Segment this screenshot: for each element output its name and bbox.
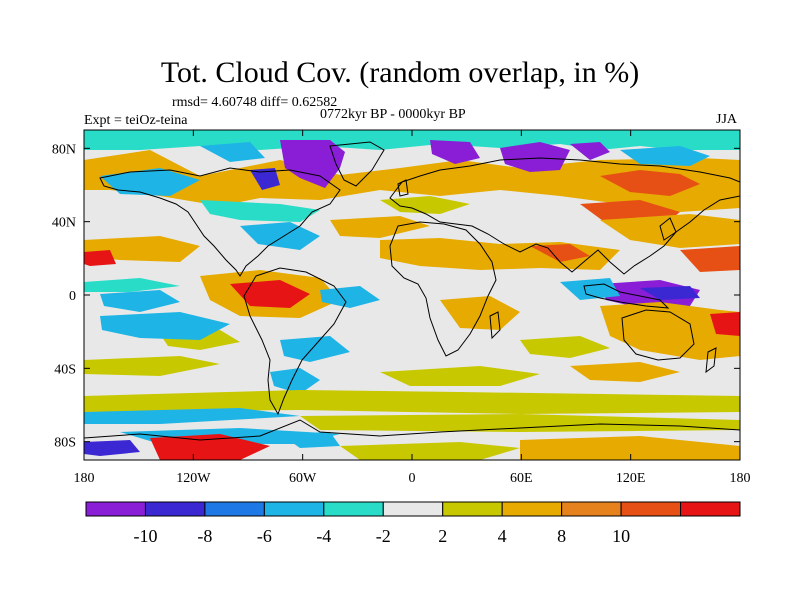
- colorbar-swatch: [323, 501, 384, 517]
- colorbar-label: -10: [133, 526, 157, 546]
- coastline-africa: [389, 221, 497, 357]
- colorbar-label: -4: [316, 526, 331, 546]
- anomaly-patch: [280, 432, 340, 448]
- anomaly-patch: [620, 146, 710, 166]
- colorbar-label: 2: [438, 526, 447, 546]
- anomaly-patch: [300, 414, 740, 432]
- colorbar-swatch: [144, 501, 206, 517]
- x-tick-label: 120W: [176, 471, 211, 486]
- coastline-japan: [659, 217, 677, 241]
- anomaly-patch: [600, 214, 740, 248]
- y-tick-label: 40S: [54, 362, 76, 377]
- colorbar-swatch: [382, 501, 444, 517]
- anomaly-patch: [280, 336, 350, 362]
- anomaly-patch: [84, 150, 740, 212]
- anomaly-patch: [570, 362, 680, 382]
- anomaly-patch: [560, 278, 620, 300]
- anomaly-patch: [680, 246, 740, 272]
- colorbar-label: 4: [498, 526, 507, 546]
- anomaly-patch: [240, 222, 320, 250]
- colorbar-swatch: [204, 501, 265, 517]
- season-label: JJA: [716, 112, 738, 127]
- colorbar-label: 10: [612, 526, 630, 546]
- x-tick-label: 180: [730, 471, 751, 486]
- period-text: 0772kyr BP - 0000kyr BP: [320, 107, 466, 122]
- colorbar-swatch: [85, 501, 146, 517]
- coastlines: [84, 141, 740, 441]
- anomaly-patch: [330, 216, 430, 238]
- coastline-eurasia: [389, 157, 740, 275]
- y-tick-label: 0: [69, 289, 76, 304]
- coastline-indonesia: [583, 283, 670, 309]
- colorbar-label: -6: [257, 526, 272, 546]
- anomaly-patch: [100, 312, 230, 340]
- stats-text: rmsd= 4.60748 diff= 0.62582: [172, 95, 338, 110]
- anomaly-patch: [380, 196, 470, 214]
- x-tick-label: 180: [74, 471, 95, 486]
- anomaly-patch: [440, 296, 520, 330]
- anomaly-patch: [570, 142, 610, 160]
- coastline-british-isles: [397, 179, 409, 197]
- anomaly-patch: [640, 286, 700, 300]
- anomaly-patch: [520, 336, 610, 358]
- map-axes: 180 120W 60W 0 60E 120E 180 80N 40N 0 40S 80S: [52, 130, 751, 486]
- colorbar-label: 8: [557, 526, 566, 546]
- anomaly-patch: [520, 436, 740, 460]
- anomaly-patch: [380, 366, 540, 386]
- anomaly-patch: [340, 442, 520, 460]
- coastline-greenland: [329, 141, 385, 187]
- anomaly-patch: [430, 140, 480, 164]
- x-tick-label: 120E: [616, 471, 646, 486]
- colorbar-swatch: [680, 501, 741, 517]
- anomaly-patch: [600, 170, 700, 196]
- y-tick-label: 40N: [52, 216, 76, 231]
- coastline-antarctica: [84, 419, 740, 441]
- anomaly-patch: [230, 280, 310, 308]
- colorbar-label: -8: [197, 526, 212, 546]
- y-tick-label: 80N: [52, 142, 76, 157]
- anomaly-field: [84, 130, 740, 460]
- anomaly-patch: [84, 278, 180, 292]
- anomaly-patch: [710, 312, 740, 336]
- coastline-north-america: [99, 167, 341, 277]
- coastline-australia: [621, 309, 695, 361]
- experiment-label: Expt = teiOz-teina: [84, 113, 188, 128]
- anomaly-patch: [600, 302, 740, 360]
- anomaly-patch: [84, 390, 740, 414]
- anomaly-patch: [84, 236, 200, 262]
- coastline-madagascar: [489, 311, 501, 340]
- anomaly-patch: [500, 142, 570, 172]
- x-tick-label: 60E: [510, 471, 533, 486]
- anomaly-patch: [200, 142, 265, 162]
- anomaly-patch: [250, 168, 280, 190]
- colorbar-label: -2: [376, 526, 391, 546]
- anomaly-patch: [150, 434, 270, 460]
- colorbar-swatch: [442, 501, 503, 517]
- y-tick-label: 80S: [54, 436, 76, 451]
- anomaly-patch: [84, 356, 220, 376]
- anomaly-patch: [530, 244, 590, 262]
- x-tick-label: 60W: [289, 471, 317, 486]
- colorbar: -10 -8 -6 -4 -2 2 4 8 10: [85, 501, 741, 546]
- anomaly-patch: [270, 368, 320, 394]
- map-title: Tot. Cloud Cov. (random overlap, in %): [160, 56, 640, 89]
- coastline-new-zealand: [705, 347, 717, 374]
- colorbar-swatch: [561, 501, 622, 517]
- anomaly-patch: [320, 286, 380, 308]
- anomaly-patch: [100, 168, 200, 196]
- anomaly-patch: [100, 290, 180, 312]
- anomaly-patch: [84, 440, 140, 456]
- colorbar-swatch: [263, 501, 325, 517]
- x-tick-label: 0: [409, 471, 416, 486]
- anomaly-patch: [200, 200, 320, 222]
- coastline-south-america: [243, 267, 347, 416]
- anomaly-patch: [84, 250, 116, 266]
- anomaly-patch: [84, 408, 300, 424]
- anomaly-patch: [280, 140, 345, 188]
- colorbar-swatch: [501, 501, 563, 517]
- colorbar-swatch: [620, 501, 682, 517]
